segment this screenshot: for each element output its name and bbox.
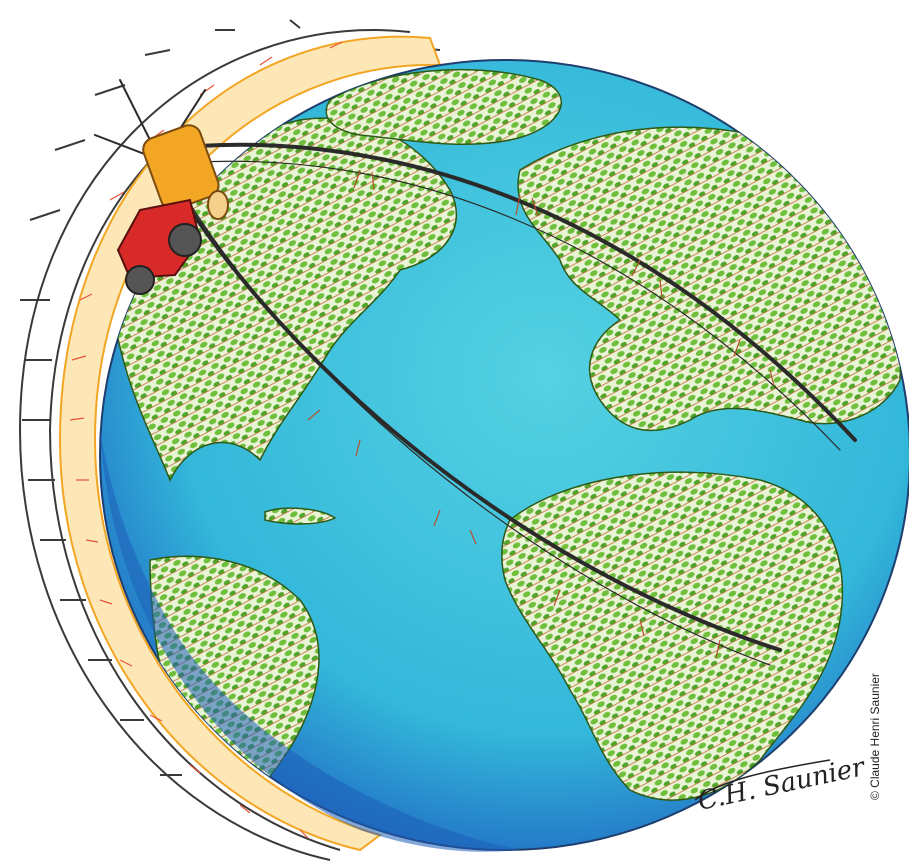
caribbean-islands xyxy=(264,507,337,525)
tractor-unit xyxy=(116,124,229,295)
tractor-wheel-rear xyxy=(125,265,155,295)
tractor-wheel-front xyxy=(168,223,202,257)
copyright-credit: © Claude Henri Saunier xyxy=(868,673,882,800)
water-tank xyxy=(142,124,220,211)
irrigation-arms xyxy=(94,79,857,666)
africa-land xyxy=(500,471,844,801)
sprinkler-spray xyxy=(307,169,775,659)
greenland-land xyxy=(325,68,562,146)
glow-ring-marks xyxy=(69,41,343,839)
ocean-rim-shade xyxy=(100,430,520,852)
north-america-land xyxy=(109,117,457,482)
